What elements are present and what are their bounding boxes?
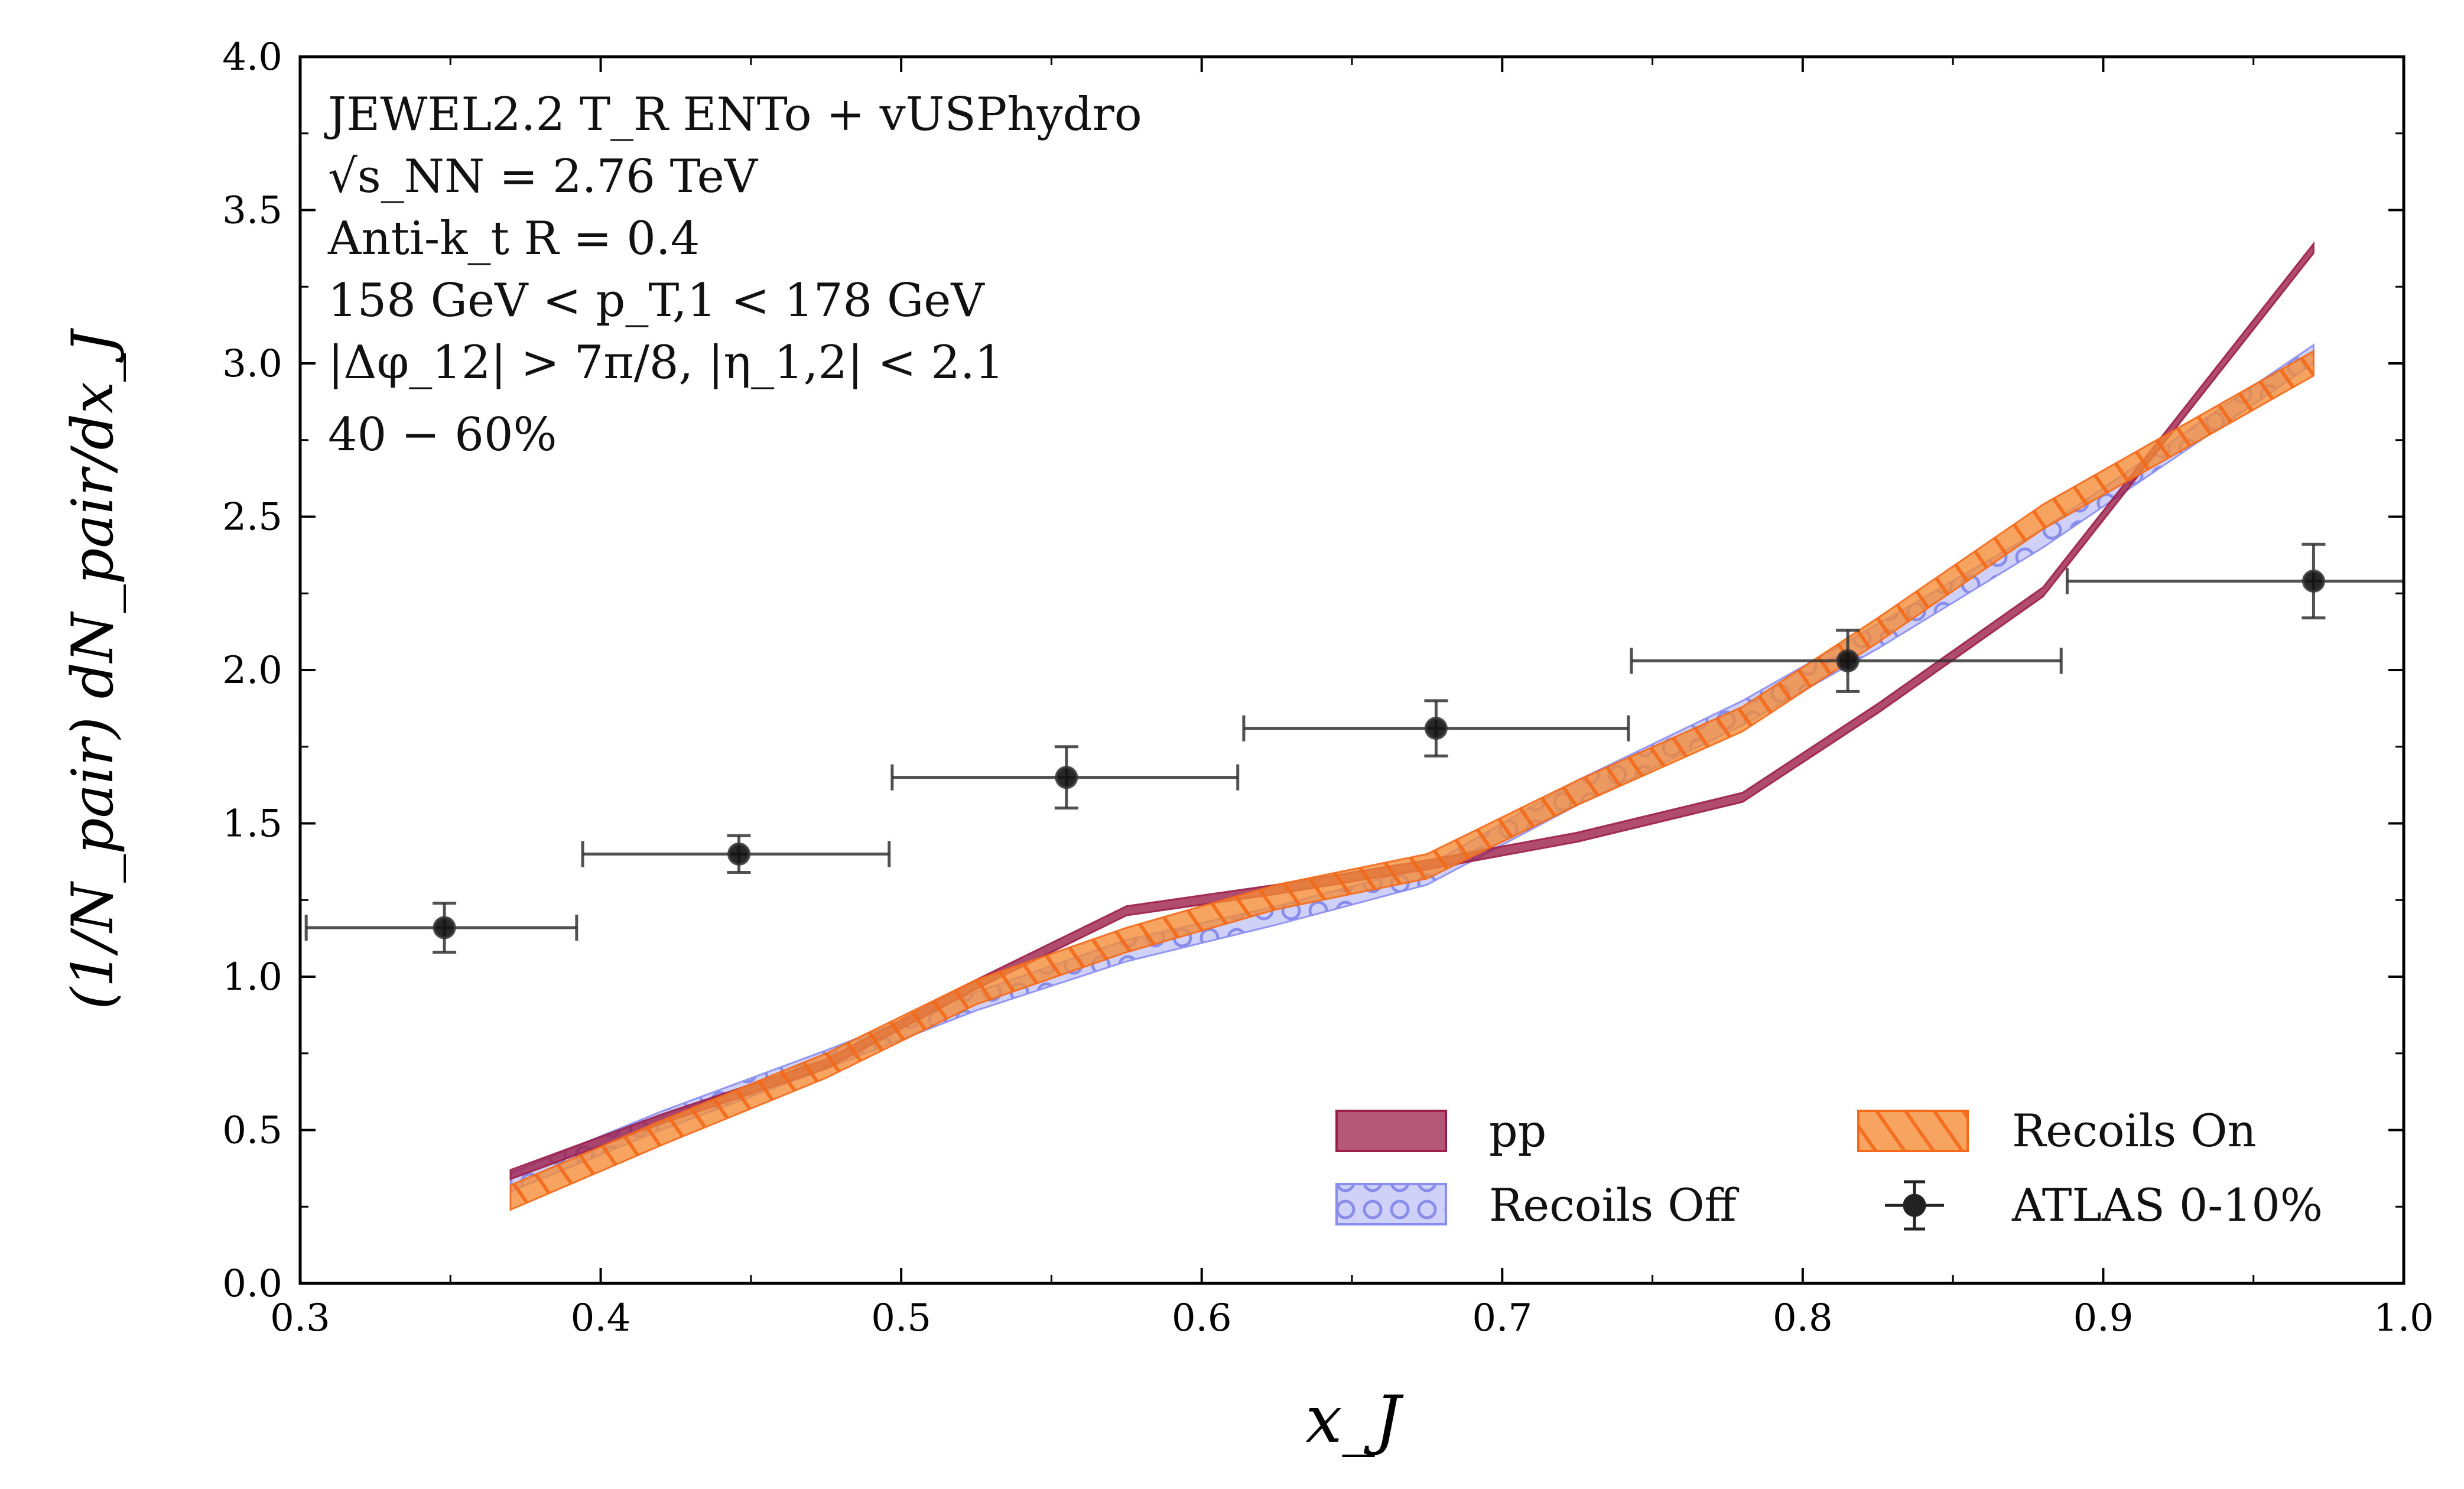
atlas-point-2: [890, 745, 1240, 810]
atlas-point-1: [581, 834, 891, 874]
x-tick-label-2: 0.5: [871, 1296, 931, 1340]
annotation-line-5: |Δφ_12| > 7π/8, |η_1,2| < 2.1: [328, 336, 1004, 389]
band-recoils-on: [509, 349, 2315, 1211]
annotation-line-1: JEWEL2.2 T_R ENTo + vUSPhydro: [324, 88, 1142, 141]
x-tick-label-4: 0.7: [1472, 1296, 1532, 1340]
legend-marker-atlas: [1885, 1180, 1944, 1231]
legend-swatch-recoils-off: [1335, 1183, 1447, 1225]
y-tick-label-0: 0.0: [222, 1262, 282, 1306]
legend-label-recoils-off: Recoils Off: [1489, 1179, 1740, 1231]
x-tick-label-6: 0.9: [2073, 1296, 2134, 1340]
x-tick-label-0: 0.3: [270, 1296, 330, 1340]
y-tick-label-2: 1.0: [222, 955, 282, 999]
legend-label-pp: pp: [1489, 1104, 1546, 1157]
x-axis-label: x_J: [1305, 1381, 1404, 1457]
y-tick-label-5: 2.5: [222, 496, 282, 539]
y-tick-label-8: 4.0: [222, 35, 282, 79]
annotation-line-3: Anti-k_t R = 0.4: [327, 212, 700, 265]
legend-label-recoils-on: Recoils On: [2012, 1104, 2257, 1157]
y-tick-label-7: 3.5: [222, 189, 282, 233]
y-tick-label-6: 3.0: [222, 342, 282, 386]
legend-label-atlas: ATLAS 0-10%: [2011, 1179, 2323, 1231]
y-tick-label-3: 1.5: [222, 802, 282, 846]
y-tick-label-1: 0.5: [222, 1109, 282, 1153]
atlas-point-0: [304, 901, 578, 954]
y-axis-label: (1/N_pair) dN_pair/dx_J: [60, 328, 126, 1010]
legend-swatch-pp: [1335, 1110, 1447, 1152]
y-tick-label-4: 2.0: [222, 649, 282, 693]
atlas-point-4: [1630, 629, 2063, 693]
annotation-line-6: 40 − 60%: [328, 408, 557, 461]
annotation-line-4: 158 GeV < p_T,1 < 178 GeV: [328, 274, 985, 327]
x-tick-label-5: 0.8: [1773, 1296, 1833, 1340]
x-tick-label-3: 0.6: [1172, 1296, 1232, 1340]
atlas-point-5: [2065, 542, 2404, 620]
atlas-point-3: [1242, 699, 1630, 757]
legend-swatch-recoils-on: [1857, 1110, 1969, 1152]
x-tick-label-1: 0.4: [571, 1296, 631, 1340]
annotation-line-2: √s_NN = 2.76 TeV: [328, 150, 759, 203]
annotation-block: JEWEL2.2 T_R ENTo + vUSPhydro √s_NN = 2.…: [324, 88, 1142, 461]
legend: pp Recoils Off Recoils On ATLAS 0-10%: [1335, 1104, 2323, 1231]
x-tick-label-7: 1.0: [2374, 1296, 2434, 1340]
band-recoils-off: [509, 343, 2315, 1193]
